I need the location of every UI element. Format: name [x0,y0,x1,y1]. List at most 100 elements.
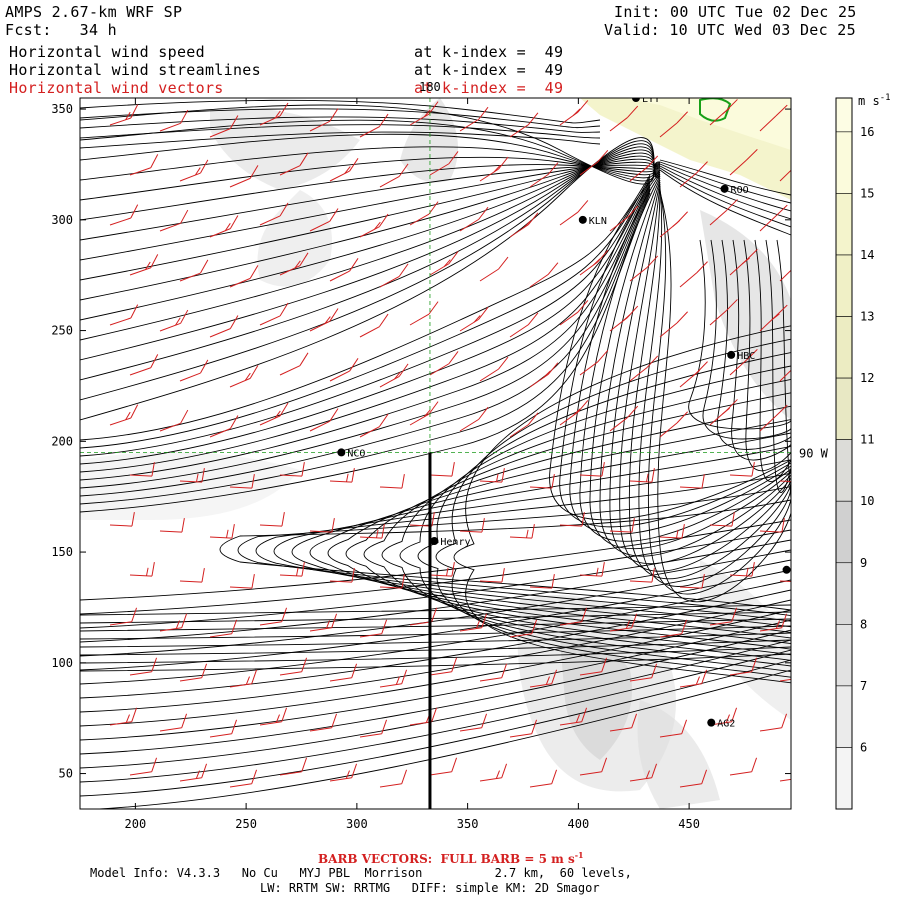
colorbar-cell [835,316,853,379]
wind-barb [259,102,289,126]
wind-barb [779,169,791,182]
wind-barb [429,657,458,676]
streamline [80,192,651,513]
x-tick-label: 450 [678,817,700,831]
station-roo [720,184,729,193]
wind-barb [709,299,738,326]
wind-barb [259,707,288,726]
wind-barb [609,405,639,432]
streamline [609,181,791,564]
streamline [702,239,791,440]
field-streamlines: Horizontal wind streamlines [9,61,261,79]
field-streamlines-level: at k-index = 49 [414,61,564,79]
wind-barb [729,757,758,776]
wind-barb [159,713,188,732]
wind-barb [309,408,339,432]
field-wind-vectors: Horizontal wind vectors [9,79,224,97]
station-label: HBC [737,351,755,362]
wind-barb [629,763,658,782]
wind-barb [479,156,509,182]
streamline [657,191,791,603]
y-tick-label: 200 [51,434,73,448]
streamline [80,190,651,505]
colorbar-label: 9 [860,556,867,570]
streamline [659,159,791,196]
streamline [717,239,791,450]
streamline [90,669,791,809]
wind-barb [209,215,239,238]
streamline [80,99,601,124]
wind-barb [509,112,539,138]
wind-barb [759,104,788,132]
wind-barb [729,562,755,577]
wind-barb [209,719,238,738]
wind-barb [429,151,459,176]
streamline [80,589,791,699]
wind-speed-shading: LYT KLN ROO HBC NCO Henry AG2 [80,94,791,809]
wind-barb [279,152,309,176]
wind-barb [279,352,309,376]
colorbar-label: 16 [860,125,874,139]
wind-barb [379,474,405,489]
wind-barb [609,205,639,232]
wind-barb [579,462,605,477]
station-henry [430,536,439,545]
wind-barb [159,409,189,432]
wind-barb [459,406,489,432]
streamline [80,116,601,133]
wind-barb [559,400,589,426]
wind-barb [779,269,791,282]
wind-barb [509,312,539,338]
colorbar-cell [835,747,853,810]
colorbar-label: 14 [860,248,874,262]
wind-barb [379,363,409,388]
station-label: LYT [642,94,660,105]
streamline [731,239,791,461]
wind-barb [659,411,688,438]
y-tick-label: 350 [51,102,73,116]
wind-barb [609,518,635,533]
station-label: NCO [347,448,365,459]
streamline [80,131,601,149]
streamline [417,352,791,673]
wind-barb [629,355,659,382]
y-tick-label: 250 [51,324,73,338]
y-tick-label: 150 [51,545,73,559]
x-tick-label: 200 [125,817,147,831]
field-wind-vectors-level: at k-index = 49 [414,79,564,97]
streamline [80,599,791,713]
streamline [80,164,661,221]
streamline [80,146,661,181]
wind-barb [579,562,605,577]
y-axis: 50 100 150 200 250 300 350 [51,102,791,781]
wind-barb [579,757,608,776]
wind-barb [229,165,259,188]
wind-barb [329,763,358,782]
wind-barb [529,362,559,388]
streamline [80,539,791,629]
wind-barb [379,669,408,688]
wind-barb [259,302,289,326]
wind-barb [229,265,259,288]
colorbar-label: 10 [860,494,874,508]
wind-barb [409,201,439,226]
wind-barb [679,574,705,589]
wind-barb [159,309,189,332]
wind-barb [759,204,788,232]
station-label: AG2 [717,719,735,730]
colorbar-cell [835,500,853,564]
wind-barb [679,161,708,188]
wind-barb [209,115,239,138]
colorbar-label: 13 [860,310,874,324]
wind-barb [509,412,539,438]
wind-barb [109,204,139,226]
wind-barb [759,404,788,432]
wind-barb [629,663,658,682]
streamline [743,239,791,472]
wind-barb [429,462,455,477]
wind-barb [529,262,559,288]
wind-barb [479,568,505,583]
barb-legend: BARB VECTORS: FULL BARB = 5 m s-1 [318,850,584,866]
physics-info: LW: RRTM SW: RRTMG DIFF: simple KM: 2D S… [260,881,600,895]
wind-barb [479,663,508,682]
